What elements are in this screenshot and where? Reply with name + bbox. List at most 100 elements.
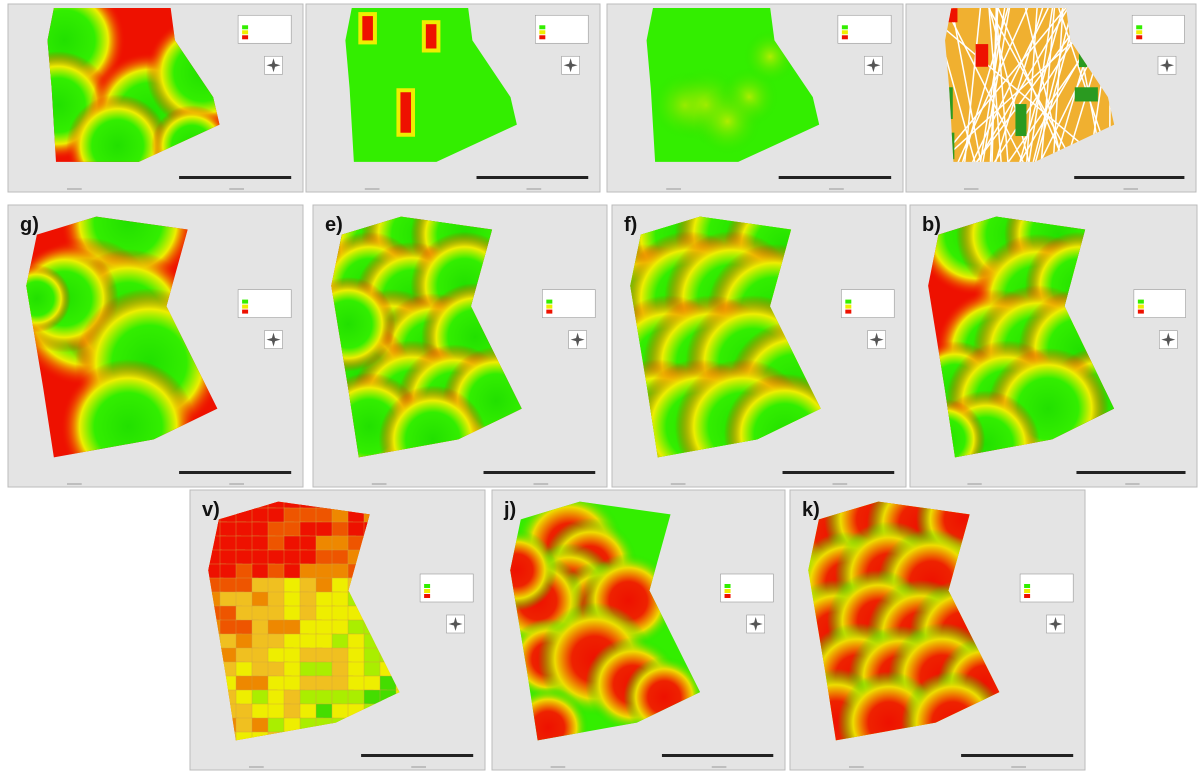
scale-bar bbox=[661, 754, 774, 757]
scale-bar bbox=[361, 754, 474, 757]
buffer bbox=[693, 87, 762, 156]
street bbox=[992, 8, 1044, 162]
legend-swatch bbox=[424, 594, 431, 598]
panel-label: k) bbox=[802, 499, 820, 521]
street bbox=[953, 8, 1029, 162]
panel-label: g) bbox=[20, 214, 39, 236]
street bbox=[951, 8, 983, 162]
legend-swatch bbox=[845, 304, 852, 309]
legend-swatch bbox=[242, 25, 249, 30]
street bbox=[971, 8, 1069, 162]
street bbox=[995, 8, 1010, 162]
parcel bbox=[975, 44, 989, 67]
map-panel: j) bbox=[491, 489, 786, 771]
parcel bbox=[251, 521, 269, 539]
street bbox=[945, 8, 1028, 162]
legend-swatch bbox=[1137, 309, 1144, 314]
north-arrow-icon bbox=[563, 58, 578, 73]
map-panel bbox=[7, 3, 304, 193]
legend-swatch bbox=[1137, 299, 1144, 304]
buffer bbox=[26, 264, 71, 333]
scale-bar bbox=[179, 471, 292, 474]
panel-label: v) bbox=[202, 499, 220, 521]
scale-bar bbox=[179, 176, 292, 179]
legend-swatch bbox=[724, 584, 731, 588]
north-arrow-icon bbox=[448, 617, 463, 631]
scale-bar bbox=[778, 176, 892, 179]
legend-swatch bbox=[841, 35, 848, 40]
street bbox=[991, 8, 998, 162]
buffer bbox=[66, 94, 169, 162]
legend-swatch bbox=[1136, 30, 1143, 35]
legend-swatch bbox=[546, 299, 553, 304]
map-panel bbox=[905, 3, 1197, 193]
legend-swatch bbox=[724, 594, 731, 598]
street bbox=[988, 8, 1003, 162]
panel-label: f) bbox=[624, 214, 637, 236]
parcel bbox=[1074, 87, 1098, 102]
north-arrow-icon bbox=[266, 58, 281, 73]
parcel bbox=[315, 549, 334, 566]
panel-label: b) bbox=[922, 214, 941, 236]
hotspot bbox=[425, 24, 437, 49]
buffer bbox=[378, 385, 487, 458]
legend-swatch bbox=[841, 25, 848, 30]
legend-swatch bbox=[845, 309, 852, 314]
legend-swatch bbox=[539, 25, 546, 30]
scale-bar bbox=[476, 176, 589, 179]
legend-swatch bbox=[841, 30, 848, 35]
street bbox=[945, 8, 978, 162]
map bbox=[646, 8, 820, 162]
legend-swatch bbox=[1136, 25, 1143, 30]
legend-swatch bbox=[1136, 35, 1143, 40]
north-arrow-icon bbox=[748, 617, 763, 631]
map bbox=[331, 216, 522, 458]
street bbox=[997, 8, 1069, 162]
scale-bar bbox=[1074, 176, 1185, 179]
parcel bbox=[235, 661, 253, 678]
north-arrow-icon bbox=[1160, 58, 1174, 73]
street bbox=[978, 8, 1006, 162]
legend-swatch bbox=[424, 584, 431, 588]
street bbox=[1024, 8, 1065, 162]
buffer bbox=[60, 359, 196, 458]
street bbox=[1030, 8, 1074, 162]
map bbox=[630, 216, 821, 458]
legend-swatch bbox=[242, 309, 249, 314]
legend-swatch bbox=[539, 30, 546, 35]
hotspot bbox=[400, 92, 412, 133]
map-panel bbox=[305, 3, 601, 193]
north-arrow-icon bbox=[866, 58, 881, 73]
panel-label: j) bbox=[503, 499, 516, 521]
map-panel bbox=[606, 3, 904, 193]
map-panel: f) bbox=[611, 204, 907, 488]
scale-bar bbox=[1076, 471, 1186, 474]
legend-swatch bbox=[242, 299, 249, 304]
north-arrow-icon bbox=[1161, 332, 1176, 347]
north-arrow-icon bbox=[869, 332, 884, 347]
panel-label: e) bbox=[325, 214, 343, 236]
street bbox=[1027, 8, 1054, 162]
legend-swatch bbox=[724, 589, 731, 593]
parcel bbox=[1078, 52, 1088, 68]
legend-swatch bbox=[242, 30, 249, 35]
street bbox=[1052, 8, 1064, 162]
legend-swatch bbox=[1024, 584, 1031, 588]
map-panel: g) bbox=[7, 204, 304, 488]
map-panel: k) bbox=[789, 489, 1086, 771]
legend-swatch bbox=[845, 299, 852, 304]
legend-swatch bbox=[242, 35, 249, 40]
scale-bar bbox=[961, 754, 1074, 757]
legend-swatch bbox=[1024, 594, 1031, 598]
legend-swatch bbox=[546, 309, 553, 314]
scale-bar bbox=[782, 471, 895, 474]
buffer bbox=[331, 276, 396, 372]
hotspot bbox=[362, 16, 373, 41]
scale-bar bbox=[483, 471, 596, 474]
legend-swatch bbox=[546, 304, 553, 309]
north-arrow-icon bbox=[570, 332, 585, 347]
legend-swatch bbox=[1024, 589, 1031, 593]
street bbox=[988, 8, 1032, 162]
north-arrow-icon bbox=[1048, 617, 1063, 631]
